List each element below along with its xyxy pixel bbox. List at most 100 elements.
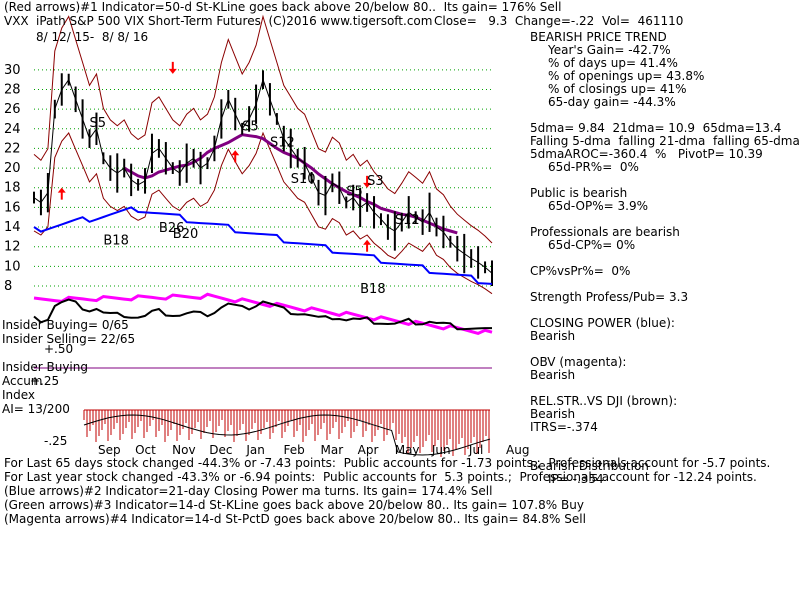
annotation-label: B18	[103, 234, 128, 249]
stat-line: Year's Gain= -42.7%	[548, 43, 671, 57]
footer-line: For Last 65 days stock changed -44.3% or…	[4, 456, 771, 470]
stat-line: Professionals are bearish	[530, 225, 680, 239]
y-tick-label: 12	[4, 240, 21, 255]
footer-line: (Green arrows)#3 Indicator=14-d St-KLine…	[4, 498, 584, 512]
price-gridlines	[34, 69, 492, 287]
stat-line: OBV (magenta):	[530, 355, 627, 369]
annotation-label: B26	[159, 221, 184, 236]
stat-line: % of days up= 41.4%	[548, 56, 678, 70]
month-label: Mar	[321, 443, 344, 457]
y-tick-label: 10	[4, 259, 21, 274]
annotation-label: S3	[367, 174, 384, 189]
month-axis-labels: Sep Oct Nov Dec Jan Feb Mar Apr May Jun Jul Aug	[98, 443, 529, 457]
annotation-label: S12	[270, 135, 295, 150]
stat-line: 5dmaAROC=-360.4 % PivotP= 10.39	[530, 147, 763, 161]
y-tick-label: 24	[4, 122, 21, 137]
ai-line	[83, 414, 491, 456]
month-label: Nov	[172, 443, 195, 457]
month-label: Sep	[98, 443, 121, 457]
obv-line	[33, 292, 493, 335]
y-tick-label: 22	[4, 141, 21, 156]
y-tick-label: 28	[4, 82, 21, 97]
stat-line: % of openings up= 43.8%	[548, 69, 705, 83]
signal-arrow-head	[231, 150, 240, 156]
annotation-label: B18	[360, 282, 385, 297]
month-label: May	[395, 443, 420, 457]
upper-lower-bands	[33, 14, 493, 295]
signal-arrow-head	[168, 68, 177, 74]
ticker-label: VXX	[4, 14, 29, 28]
annotation-label: S10	[291, 172, 316, 187]
annotation-label: S5	[242, 120, 259, 135]
stat-line: Falling 5-dma falling 21-dma falling 65-…	[530, 134, 800, 148]
ai-label: AI= 13/200	[2, 402, 70, 416]
signal-arrow-head	[57, 187, 66, 193]
annotation-label: S12	[395, 213, 420, 228]
insider-selling: Insider Selling= 22/65	[2, 332, 136, 346]
label-minus-25: -.25	[44, 434, 68, 448]
label-plus-25: +.25	[30, 374, 60, 388]
fund-name: iPath S&P 500 VIX Short-Term Futures (C)…	[36, 14, 433, 28]
month-label: Jan	[245, 443, 265, 457]
stat-line: 5dma= 9.84 21dma= 10.9 65dma=13.4	[530, 121, 782, 135]
y-tick-label: 20	[4, 161, 21, 176]
stat-line: Public is bearish	[530, 186, 628, 200]
y-axis-ticks: 30 28 26 24 22 20 18 16 14 12 10 8	[4, 63, 21, 294]
index-label: Index	[2, 388, 36, 402]
y-tick-label: 18	[4, 181, 21, 196]
month-label: Oct	[135, 443, 156, 457]
month-label: Feb	[283, 443, 304, 457]
footer-line: (Blue arrows)#2 Indicator=21-day Closing…	[4, 484, 493, 498]
stat-line: Bearish	[530, 407, 576, 421]
price-series	[33, 70, 493, 286]
stat-line: Bearish Distribution	[530, 459, 649, 473]
y-tick-label: 14	[4, 220, 21, 235]
annotation-label: S5	[346, 185, 363, 200]
rel-strength-line	[33, 298, 492, 331]
annotation-label: B20	[173, 227, 198, 242]
closing-power-panel	[33, 206, 493, 285]
signal-arrow-head	[363, 182, 372, 188]
date-range: 8/ 12/ 15- 8/ 8/ 16	[36, 30, 149, 44]
stat-line: CP%vsPr%= 0%	[530, 264, 631, 278]
stat-line: 65d-PR%= 0%	[548, 160, 639, 174]
close-change-vol: Close= 9.3 Change=-.22 Vol= 461110	[434, 14, 684, 28]
stat-line: BEARISH PRICE TREND	[530, 30, 667, 44]
stat-line: REL.STR..VS DJI (brown):	[530, 394, 678, 408]
y-tick-label: 30	[4, 63, 21, 78]
band-up	[33, 14, 493, 244]
month-label: Aug	[506, 443, 529, 457]
month-label: Apr	[358, 443, 379, 457]
stat-line: 65-day gain= -44.3%	[548, 95, 676, 109]
insider-buying-label: Insider Buying	[2, 360, 88, 374]
stat-line: CLOSING POWER (blue):	[530, 316, 675, 330]
footer-line: For Last year stock changed -43.3% or -6…	[4, 470, 757, 484]
month-label: Jul	[468, 443, 483, 457]
accum-label: Accum	[2, 374, 43, 388]
month-label: Jun	[431, 443, 451, 457]
header-red-arrows-text: (Red arrows)#1 Indicator=50-d St-KLine g…	[4, 0, 562, 14]
month-label: Dec	[209, 443, 232, 457]
stat-line: 65d-CP%= 0%	[548, 238, 636, 252]
annotation-label: S5	[90, 116, 107, 131]
y-tick-label: 26	[4, 102, 21, 117]
y-tick-label: 8	[4, 279, 12, 294]
insider-buying: Insider Buying= 0/65	[2, 318, 129, 332]
label-plus-50: +.50	[44, 342, 74, 356]
stat-line: IP= -.354	[548, 472, 604, 486]
closing-power-line	[33, 206, 493, 285]
stat-line: 65d-OP%= 3.9%	[548, 199, 648, 213]
stat-line: Bearish	[530, 368, 576, 382]
stat-line: Strength Profess/Pub= 3.3	[530, 290, 689, 304]
stat-line: ITRS=-.374	[530, 420, 598, 434]
band-dn	[33, 131, 493, 295]
stat-line: Bearish	[530, 329, 576, 343]
signal-arrow-head	[363, 239, 372, 245]
footer-line: (Magenta arrows)#4 Indicator=14-d St-Pct…	[4, 512, 586, 526]
stat-line: % of closings up= 41%	[548, 82, 687, 96]
signal-arrows	[57, 61, 372, 252]
obv-panel	[33, 292, 493, 335]
y-tick-label: 16	[4, 200, 21, 215]
